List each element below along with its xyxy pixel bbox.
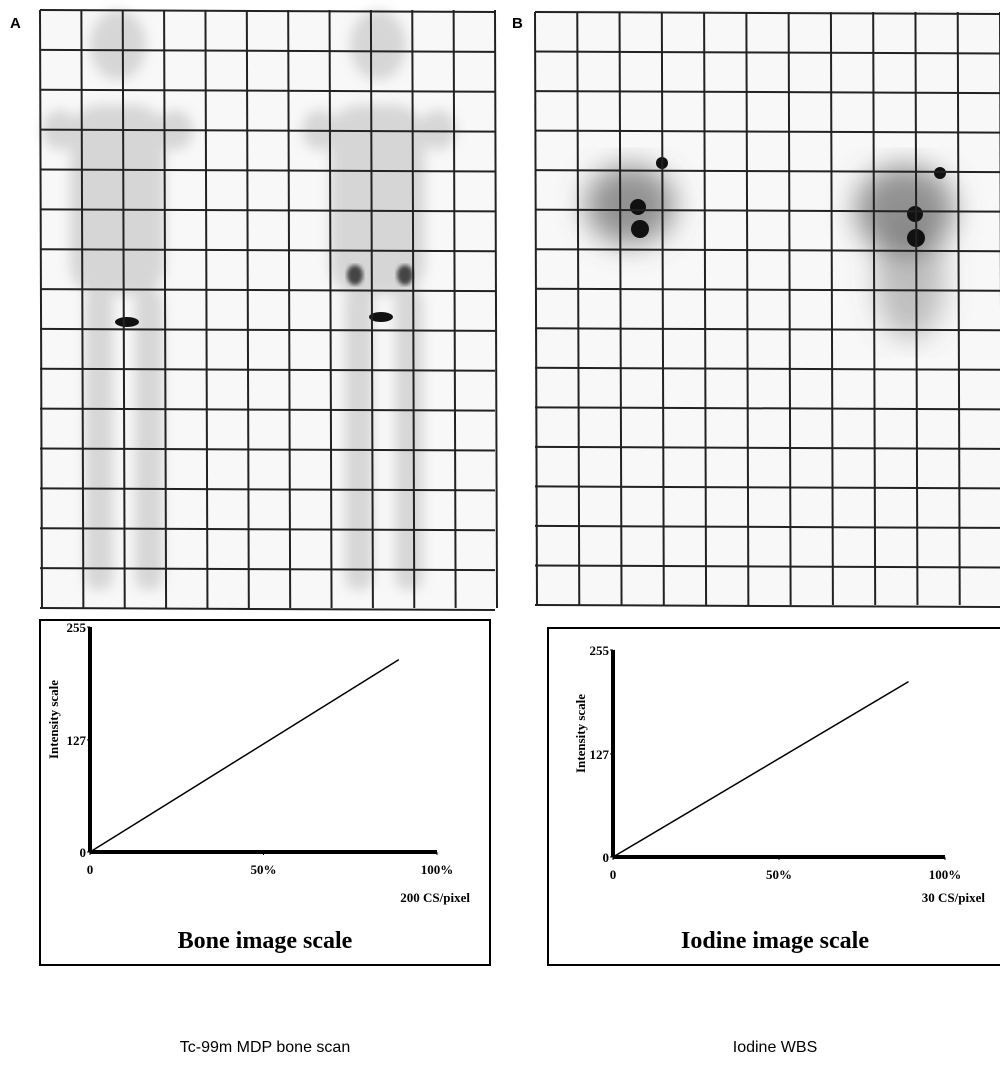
- scan-grid-line: [534, 564, 1000, 569]
- scan-grid-line: [618, 11, 623, 606]
- scan-grid-line: [534, 524, 1000, 529]
- scan-grid-line: [494, 9, 498, 609]
- scan-grid-line: [534, 90, 1000, 95]
- scan-grid-line: [914, 11, 919, 606]
- scan-grid-line: [39, 9, 43, 609]
- scan-grid-line: [534, 208, 1000, 213]
- scan-grid-line: [39, 607, 496, 611]
- scan-grid-line: [534, 169, 1000, 174]
- scan-grid-line: [534, 248, 1000, 253]
- x-tick-label: 0: [87, 862, 94, 877]
- caption: Tc-99m MDP bone scan: [180, 1039, 350, 1056]
- panel-label: A: [10, 15, 21, 32]
- scan-grid-line: [534, 604, 1000, 608]
- scan-grid-line: [660, 11, 665, 606]
- scan-grid-line: [121, 9, 126, 609]
- scan-grid-line: [245, 9, 250, 609]
- scan-grid-line: [534, 287, 1000, 292]
- scan-grid-line: [829, 11, 834, 606]
- scan-grid-line: [39, 527, 496, 532]
- scan-grid-line: [204, 9, 209, 609]
- y-tick-label: 255: [590, 643, 610, 658]
- scan-grid-line: [534, 485, 1000, 490]
- scan-grid-line: [39, 407, 496, 412]
- scan-grid-line: [287, 9, 292, 609]
- chart-frame: [39, 619, 491, 966]
- scan-grid-line: [39, 567, 496, 572]
- chart-frame: [547, 627, 1000, 966]
- scan-grid-line: [787, 11, 792, 606]
- data-line: [612, 681, 909, 858]
- caption: Iodine WBS: [733, 1039, 817, 1056]
- scan-grid-line: [39, 327, 496, 332]
- y-tick-label: 0: [603, 850, 610, 865]
- scan-grid-line: [39, 487, 496, 492]
- scan-grid-line: [956, 11, 961, 606]
- x-tick-label: 100%: [929, 867, 962, 882]
- data-line: [89, 659, 400, 853]
- bone-scan-image: [39, 9, 498, 611]
- scan-grid-line: [39, 9, 496, 13]
- scan-grid-line: [534, 11, 538, 606]
- scan-grid-line: [39, 88, 496, 93]
- scan-grid-line: [534, 327, 1000, 332]
- x-tick-label: 100%: [421, 862, 454, 877]
- y-tick-label: 255: [67, 620, 87, 635]
- scan-grid-line: [163, 9, 168, 609]
- scan-grid-line: [534, 50, 1000, 55]
- scan-grid-line: [369, 9, 374, 609]
- y-tick-label: 127: [590, 747, 610, 762]
- x-unit-label: 200 CS/pixel: [400, 890, 470, 905]
- scan-grid-line: [39, 367, 496, 372]
- scan-grid-line: [39, 447, 496, 452]
- scan-grid-line: [703, 11, 708, 606]
- scan-grid-line: [534, 129, 1000, 134]
- scan-grid-line: [39, 208, 496, 213]
- panel-label: B: [512, 15, 523, 32]
- x-tick-label: 50%: [251, 862, 277, 877]
- scan-grid-line: [39, 248, 496, 253]
- scan-grid-line: [576, 11, 581, 606]
- y-tick-label: 127: [67, 733, 87, 748]
- y-tick-label: 0: [80, 845, 87, 860]
- scan-grid-line: [39, 48, 496, 53]
- iodine-scan-image: [534, 10, 1000, 608]
- scan-grid-line: [745, 11, 750, 606]
- scan-grid-line: [328, 9, 333, 609]
- x-tick-label: 0: [610, 867, 617, 882]
- chart-title: Iodine image scale: [681, 928, 869, 954]
- scan-grid-line: [534, 11, 1000, 15]
- scan-grid-line: [39, 288, 496, 293]
- scan-grid-line: [534, 366, 1000, 371]
- y-axis-label: Intensity scale: [46, 680, 61, 759]
- scan-grid-line: [411, 9, 416, 609]
- scan-grid-line: [80, 9, 85, 609]
- scan-grid-line: [39, 168, 496, 173]
- scan-grid-line: [534, 445, 1000, 450]
- scan-grid-line: [534, 406, 1000, 411]
- chart-title: Bone image scale: [178, 928, 353, 954]
- scan-grid-line: [452, 9, 457, 609]
- y-axis-label: Intensity scale: [573, 694, 588, 773]
- x-unit-label: 30 CS/pixel: [922, 890, 986, 905]
- scan-grid-line: [872, 11, 877, 606]
- scan-grid-line: [39, 128, 496, 133]
- x-tick-label: 50%: [766, 867, 792, 882]
